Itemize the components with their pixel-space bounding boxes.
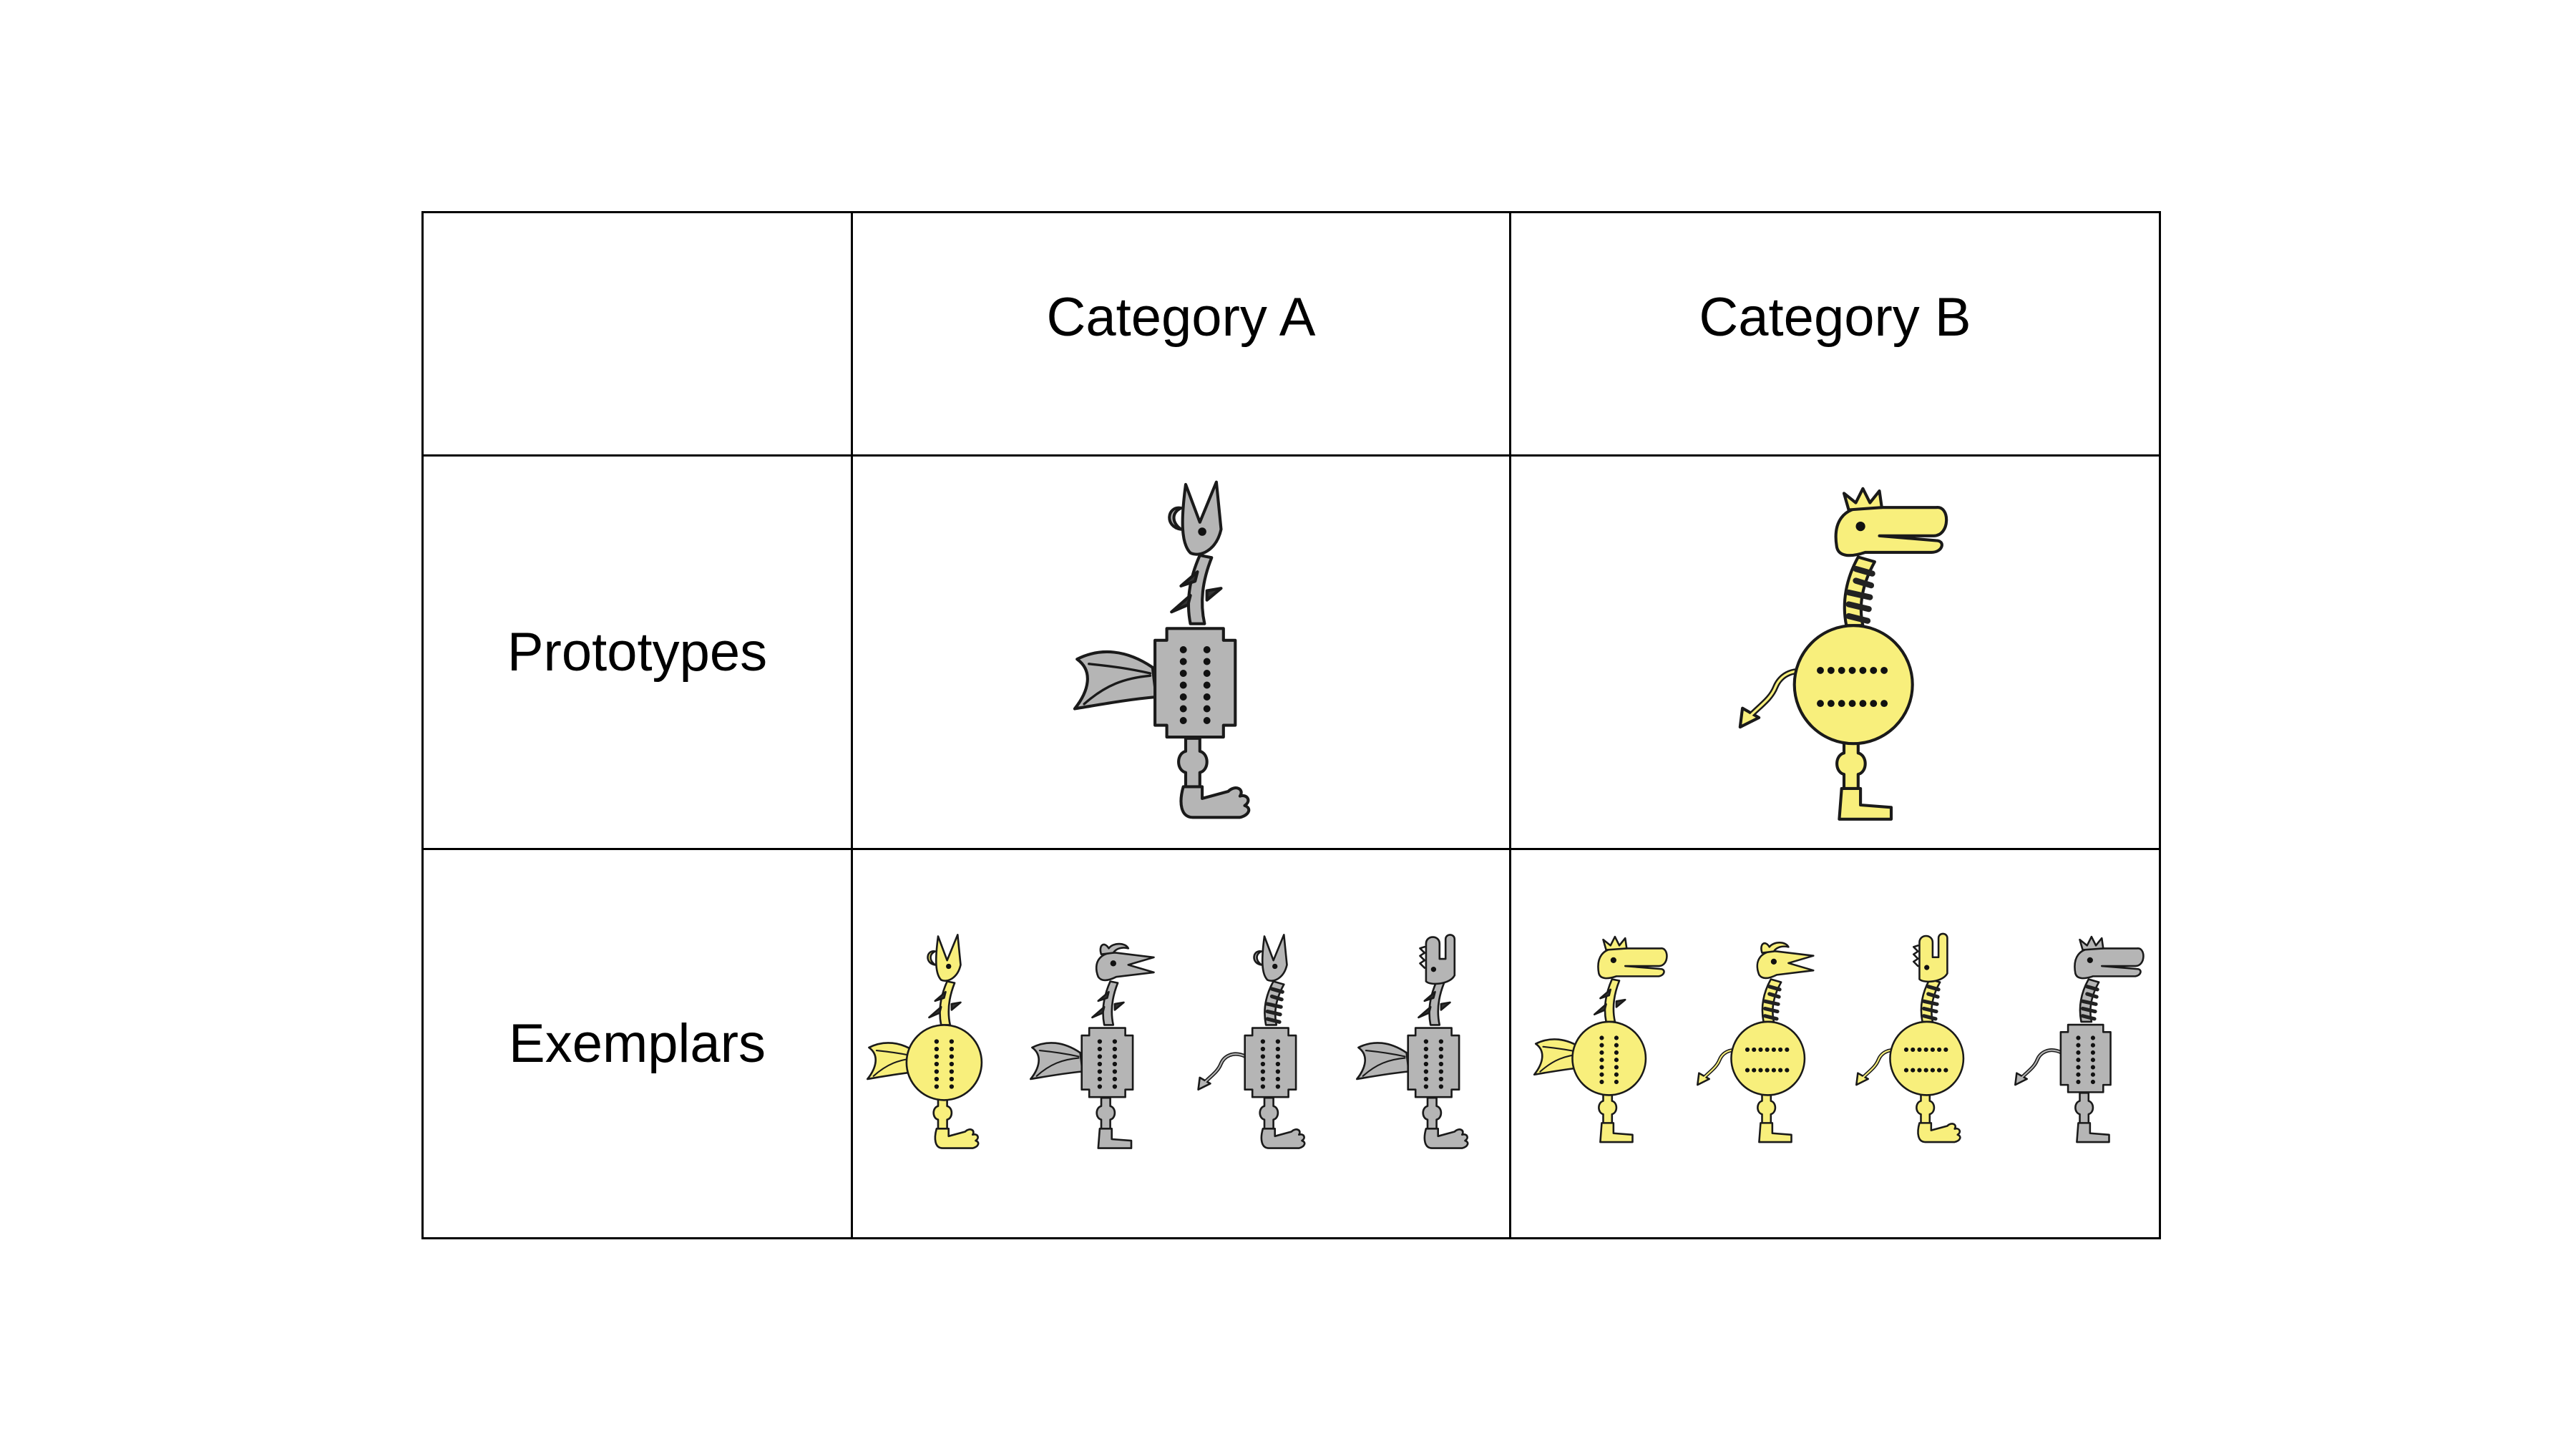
column-header-category-b: Category B	[1699, 286, 1971, 348]
fin-tail	[1073, 650, 1158, 711]
square-body	[1244, 1027, 1297, 1098]
spiky-neck	[928, 980, 962, 1026]
body-dots	[2076, 1035, 2096, 1085]
round-body	[905, 1024, 983, 1101]
exemplar-b-creature	[2014, 935, 2145, 1143]
body-dots	[1097, 1039, 1118, 1089]
prototype-category-a-cell	[853, 457, 1509, 848]
foot-legs	[1177, 736, 1251, 819]
boot-legs	[1757, 1092, 1792, 1143]
column-divider	[851, 213, 853, 1237]
crown-beak-head	[2074, 935, 2145, 980]
body-dots	[1423, 1039, 1444, 1089]
striped-neck	[2079, 978, 2100, 1023]
v-horns-head	[1253, 934, 1288, 982]
comb-head	[1912, 932, 1948, 983]
arrow-tail	[2014, 1048, 2064, 1086]
prototype-category-b-cell	[1511, 457, 2159, 848]
row-divider	[424, 848, 2159, 850]
spiky-neck	[1170, 553, 1223, 625]
body-dots	[1903, 1047, 1948, 1073]
striped-neck	[1920, 978, 1941, 1023]
boot-legs	[2074, 1092, 2110, 1143]
body-dots	[1260, 1039, 1281, 1089]
comb-head	[1419, 934, 1456, 985]
foot-legs	[932, 1096, 980, 1149]
exemplar-b-creature	[1697, 941, 1815, 1143]
striped-neck	[1843, 555, 1876, 628]
prototype-a-creature	[1073, 480, 1251, 819]
arrow-tail	[1197, 1052, 1248, 1091]
body-dots	[1745, 1047, 1790, 1073]
exemplar-a-creature	[1355, 934, 1469, 1149]
exemplars-category-a-cell	[853, 850, 1509, 1237]
body-dots	[1179, 646, 1211, 724]
crown-beak-head	[1597, 935, 1668, 980]
body-dots	[1817, 666, 1888, 708]
crown-beak-head	[1834, 487, 1948, 557]
striped-neck	[1761, 978, 1782, 1023]
square-body	[1153, 627, 1237, 739]
spiky-neck	[1418, 980, 1451, 1026]
square-body	[2059, 1023, 2112, 1093]
round-body	[1730, 1020, 1806, 1096]
exemplar-a-creature	[866, 934, 983, 1149]
square-body	[1080, 1027, 1134, 1098]
category-table: Category A Category B Prototypes Exempla…	[421, 211, 2161, 1239]
column-header-category-a: Category A	[1046, 286, 1316, 348]
exemplars-category-b-cell	[1511, 850, 2159, 1237]
round-body	[1889, 1020, 1965, 1096]
fin-tail	[1355, 1042, 1410, 1080]
exemplar-b-creature	[1855, 932, 1965, 1143]
boot-legs	[1096, 1096, 1133, 1149]
round-body	[1571, 1020, 1647, 1096]
horn-beak-head	[1756, 941, 1815, 980]
horn-beak-head	[1095, 942, 1155, 982]
column-divider	[1509, 213, 1511, 1237]
body-dots	[1599, 1035, 1619, 1085]
prototype-b-creature	[1738, 487, 1948, 821]
v-horns-head	[927, 934, 962, 982]
square-body	[1407, 1027, 1460, 1098]
foot-legs	[1259, 1096, 1306, 1149]
row-divider	[424, 454, 2159, 457]
foot-legs	[1916, 1092, 1961, 1143]
spiky-neck	[1593, 978, 1626, 1023]
spiky-neck	[1091, 980, 1125, 1026]
exemplar-a-creature	[1197, 934, 1306, 1149]
exemplar-b-creature	[1533, 935, 1668, 1143]
exemplar-a-creature	[1029, 942, 1155, 1149]
boot-legs	[1835, 738, 1893, 821]
round-body	[1792, 624, 1914, 746]
boot-legs	[1598, 1092, 1634, 1143]
row-header-exemplars: Exemplars	[509, 1013, 766, 1074]
body-dots	[934, 1039, 955, 1089]
v-horns-head	[1168, 480, 1223, 556]
striped-neck	[1264, 980, 1285, 1026]
row-header-prototypes: Prototypes	[507, 622, 768, 683]
fin-tail	[1029, 1042, 1084, 1080]
foot-legs	[1422, 1096, 1469, 1149]
